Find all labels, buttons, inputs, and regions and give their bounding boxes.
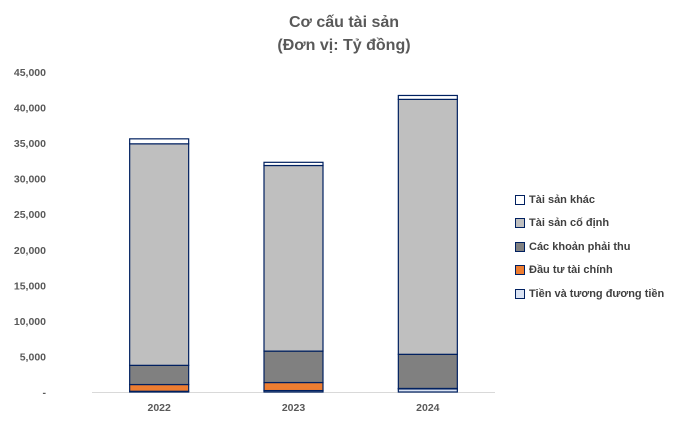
y-tick-label: - — [43, 387, 47, 399]
legend-item: Các khoản phải thu — [515, 235, 664, 259]
y-tick-label: 5,000 — [20, 351, 46, 363]
legend: Tài sản khác Tài sản cố định Các khoản phả… — [515, 188, 664, 306]
y-tick-label: 15,000 — [14, 280, 46, 292]
legend-label: Tài sản cố định — [529, 217, 610, 230]
bar-segment — [397, 98, 458, 355]
bar-segment — [129, 364, 190, 386]
y-tick-label: 40,000 — [14, 103, 46, 115]
chart-title: Cơ cấu tài sản — [288, 14, 400, 31]
legend-item: Đầu tư tài chính — [515, 259, 664, 283]
y-tick-label: 30,000 — [14, 174, 46, 186]
legend-item: Tài sản cố định — [515, 212, 664, 236]
legend-swatch — [515, 194, 525, 205]
bar-segment — [129, 383, 190, 392]
bar-segment — [263, 164, 324, 352]
bar-segment — [129, 143, 190, 366]
bar-segment — [397, 94, 458, 100]
legend-swatch — [515, 288, 525, 299]
legend-label: Đầu tư tài chính — [529, 264, 613, 277]
y-tick-label: 25,000 — [14, 209, 46, 221]
bar-segment — [129, 138, 190, 145]
y-tick-label: 20,000 — [14, 245, 46, 257]
y-tick-label: 10,000 — [14, 316, 46, 328]
bar-segment — [263, 350, 324, 384]
legend-label: Tài sản khác — [529, 193, 596, 206]
chart-subtitle: (Đơn vị: Tỷ đồng) — [277, 37, 411, 54]
x-tick-label: 2023 — [282, 402, 306, 414]
legend-item: Tài sản khác — [515, 188, 664, 212]
legend-label: Các khoản phải thu — [529, 240, 631, 253]
legend-label: Tiền và tương đương tiền — [529, 287, 665, 300]
x-tick-label: 2022 — [147, 402, 171, 414]
legend-swatch — [515, 265, 525, 276]
bar-segment — [263, 381, 324, 392]
y-tick-label: 35,000 — [14, 138, 46, 150]
x-tick-label: 2024 — [416, 402, 440, 414]
legend-swatch — [515, 241, 525, 252]
legend-swatch — [515, 218, 525, 229]
legend-item: Tiền và tương đương tiền — [515, 282, 664, 306]
bar-segment — [397, 353, 458, 390]
bar-segment — [263, 161, 324, 167]
y-tick-label: 45,000 — [14, 67, 46, 79]
